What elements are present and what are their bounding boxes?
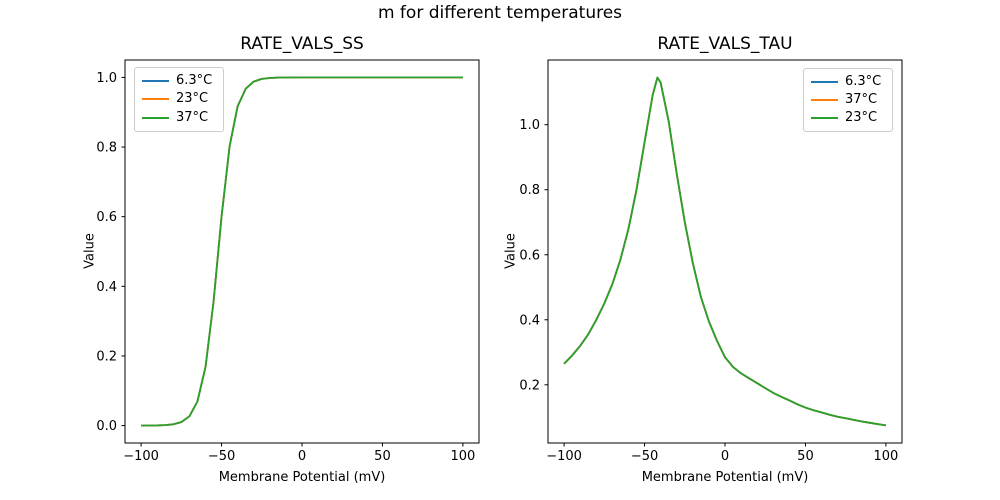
legend-left: 6.3°C 23°C 37°C xyxy=(134,67,224,132)
series-curve-23°C xyxy=(563,76,887,427)
x-tick-label: −100 xyxy=(546,449,582,464)
y-tick-label: 0.8 xyxy=(519,183,540,198)
y-tick-label: 1.0 xyxy=(96,71,117,86)
legend-label: 23°C xyxy=(176,91,209,107)
y-tick-label: 0.4 xyxy=(96,280,117,295)
legend-item: 37°C xyxy=(811,92,888,108)
legend-label: 6.3°C xyxy=(845,74,882,89)
y-tick-label: 0.6 xyxy=(96,210,117,225)
series-curve-37°C xyxy=(141,76,463,427)
x-tick-label: 0 xyxy=(298,449,306,464)
x-tick-label: 50 xyxy=(797,449,814,464)
legend-item: 37°C xyxy=(142,110,219,126)
y-tick-label: 1.0 xyxy=(519,118,540,133)
x-tick-label: 50 xyxy=(374,449,391,464)
y-tick-label: 0.0 xyxy=(96,419,117,434)
subplot-title-rate-vals-ss: RATE_VALS_SS xyxy=(240,34,364,54)
legend-item: 6.3°C xyxy=(811,74,888,90)
legend-item: 23°C xyxy=(811,110,888,126)
y-axis-label-right: Value xyxy=(503,233,519,269)
legend-item: 23°C xyxy=(142,91,219,107)
x-tick-label: −50 xyxy=(208,449,235,464)
y-tick-label: 0.2 xyxy=(96,349,117,364)
legend-label: 37°C xyxy=(176,109,209,125)
x-tick-label: −100 xyxy=(123,449,159,464)
x-tick-label: 100 xyxy=(450,449,475,464)
x-axis-label-left: Membrane Potential (mV) xyxy=(218,470,386,485)
figure-suptitle: m for different temperatures xyxy=(377,3,623,23)
y-axis-label-left: Value xyxy=(82,233,98,269)
legend-item: 6.3°C xyxy=(142,73,219,89)
x-tick-label: 100 xyxy=(873,449,898,464)
legend-right: 6.3°C 37°C 23°C xyxy=(803,68,893,132)
legend-label: 23°C xyxy=(845,110,878,125)
x-tick-label: −50 xyxy=(631,449,658,464)
y-tick-label: 0.2 xyxy=(519,378,540,393)
y-tick-label: 0.6 xyxy=(519,248,540,263)
y-tick-label: 0.4 xyxy=(519,313,540,328)
y-tick-label: 0.8 xyxy=(96,141,117,156)
legend-label: 37°C xyxy=(845,92,878,107)
x-axis-label-right: Membrane Potential (mV) xyxy=(641,470,809,485)
subplot-title-rate-vals-tau: RATE_VALS_TAU xyxy=(657,34,793,54)
legend-label: 6.3°C xyxy=(176,73,213,89)
x-tick-label: 0 xyxy=(721,449,729,464)
